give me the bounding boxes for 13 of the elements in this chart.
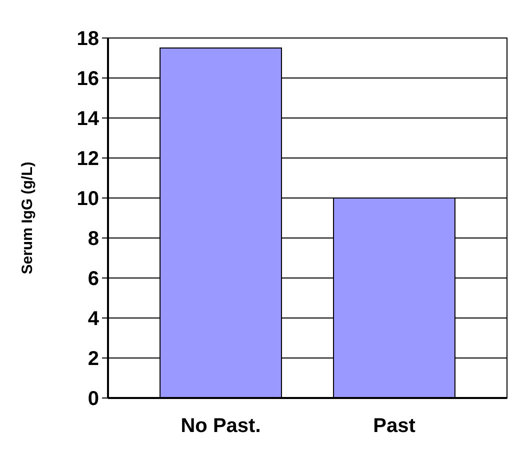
y-tick-label: 0 <box>88 388 99 410</box>
x-tick-label: Past <box>373 415 416 437</box>
y-tick-label: 16 <box>76 68 99 90</box>
y-tick-label: 4 <box>88 308 100 330</box>
y-tick-label: 14 <box>76 108 100 130</box>
y-tick-label: 12 <box>76 148 99 170</box>
y-axis-title: Serum IgG (g/L) <box>19 162 36 274</box>
x-tick-label: No Past. <box>180 415 261 437</box>
y-tick-label: 10 <box>76 188 99 210</box>
y-tick-label: 18 <box>76 28 99 50</box>
y-tick-label: 8 <box>88 228 99 250</box>
y-tick-label: 6 <box>88 268 99 290</box>
y-tick-label: 2 <box>88 348 99 370</box>
